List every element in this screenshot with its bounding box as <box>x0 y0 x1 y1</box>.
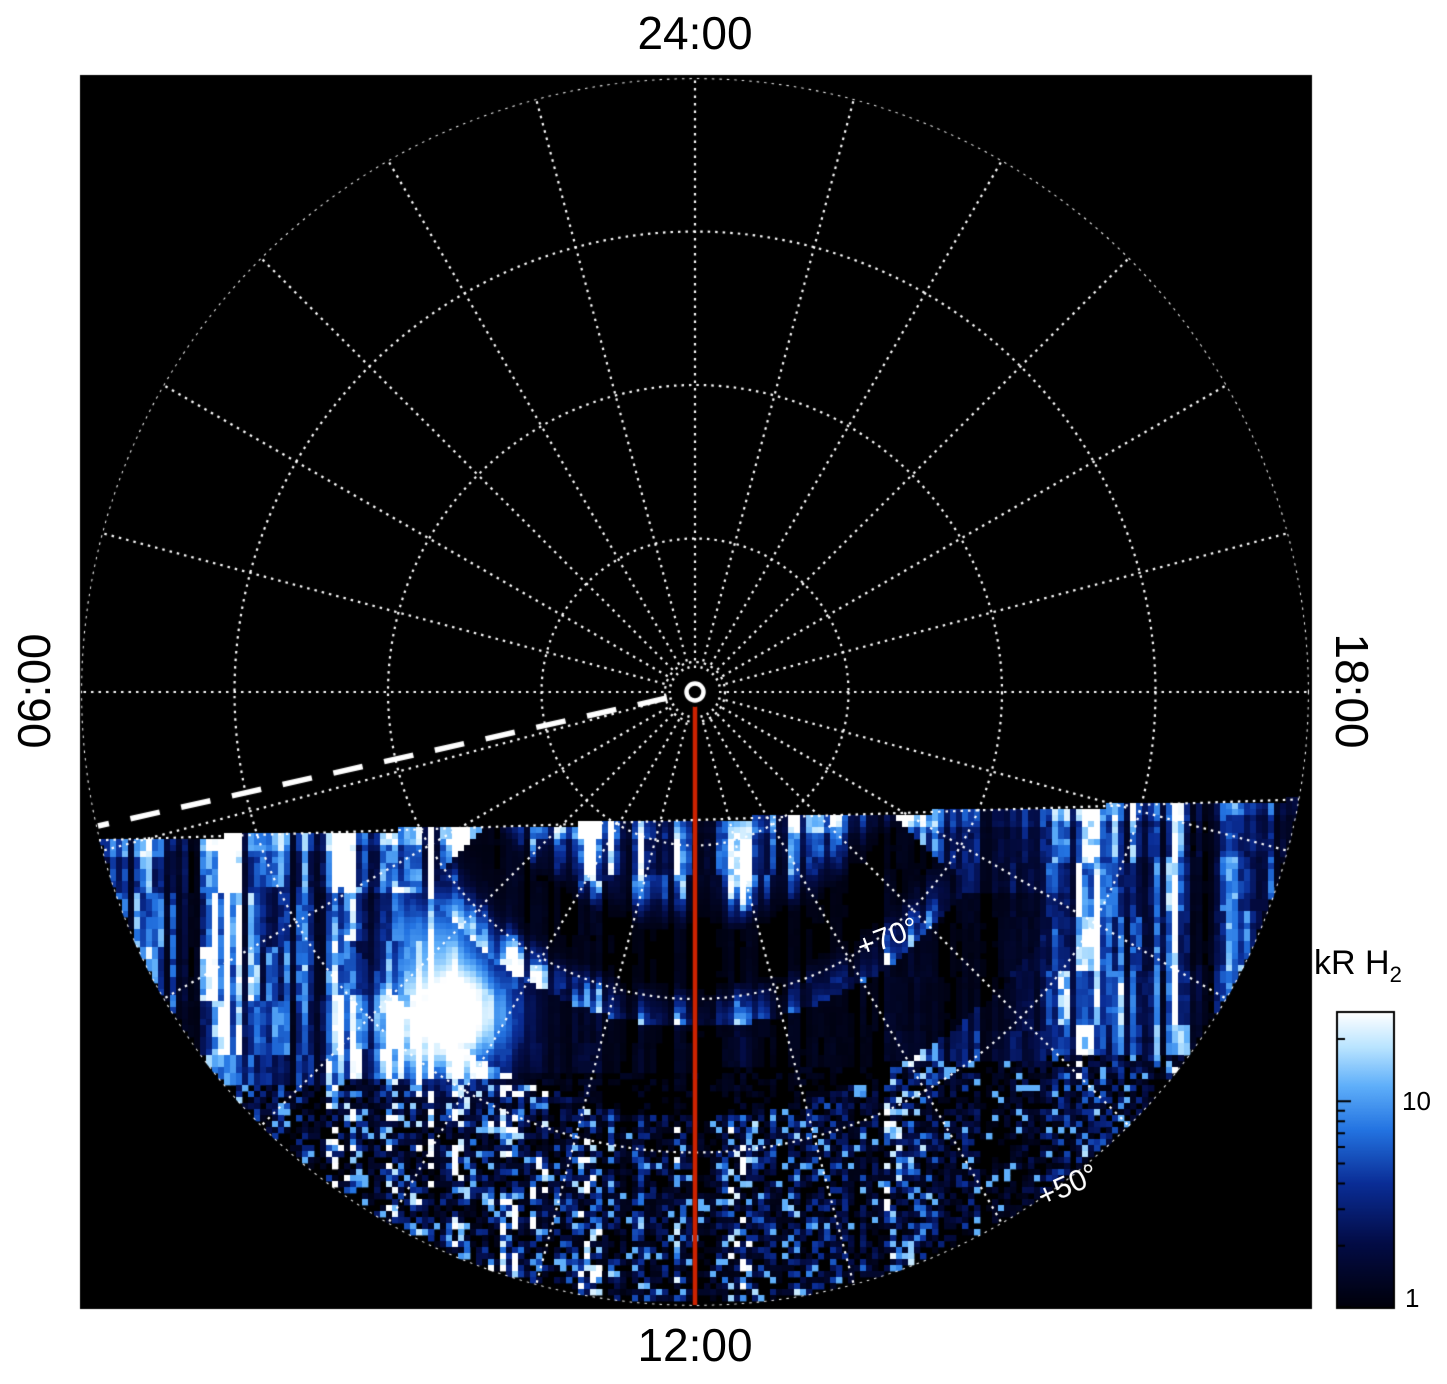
local-time-label-1200: 12:00 <box>637 1319 753 1371</box>
colorbar-tick-10: 10 <box>1402 1086 1431 1116</box>
local-time-label-1800: 18:00 <box>1326 633 1378 749</box>
colorbar-title: kR H2 <box>1314 946 1402 986</box>
local-time-label-2400: 24:00 <box>637 7 753 59</box>
colorbar-title-sub: 2 <box>1389 961 1402 987</box>
colorbar-title-main: kR H <box>1314 944 1390 982</box>
colorbar-tick-1: 1 <box>1405 1283 1420 1313</box>
local-time-label-0600: 06:00 <box>8 633 60 749</box>
